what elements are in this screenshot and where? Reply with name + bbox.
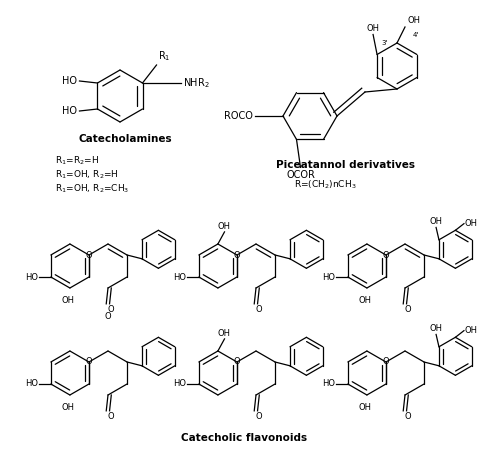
Text: OH: OH <box>61 403 74 412</box>
Text: HO: HO <box>62 76 77 86</box>
Text: O: O <box>404 305 410 314</box>
Text: OH: OH <box>358 403 370 412</box>
Text: O: O <box>107 305 114 314</box>
Text: OH: OH <box>61 296 74 305</box>
Text: O: O <box>233 250 240 260</box>
Text: O: O <box>107 412 114 421</box>
Text: O: O <box>85 250 92 260</box>
Text: O: O <box>255 305 262 314</box>
Text: O: O <box>233 357 240 366</box>
Text: O: O <box>255 412 262 421</box>
Text: HO: HO <box>321 379 334 389</box>
Text: OH: OH <box>464 326 477 335</box>
Text: HO: HO <box>321 272 334 282</box>
Text: OH: OH <box>429 218 442 226</box>
Text: O: O <box>382 250 388 260</box>
Text: O: O <box>404 412 410 421</box>
Text: R=(CH$_2$)nCH$_3$: R=(CH$_2$)nCH$_3$ <box>293 178 356 190</box>
Text: OH: OH <box>464 219 477 228</box>
Text: Catecholamines: Catecholamines <box>78 134 171 144</box>
Text: Catecholic flavonoids: Catecholic flavonoids <box>181 433 306 443</box>
Text: R$_1$=R$_2$=H: R$_1$=R$_2$=H <box>55 154 99 166</box>
Text: R$_1$: R$_1$ <box>157 49 170 63</box>
Text: HO: HO <box>62 106 77 116</box>
Text: Piceatannol derivatives: Piceatannol derivatives <box>275 160 414 170</box>
Text: 4': 4' <box>412 32 418 38</box>
Text: OH: OH <box>358 296 370 305</box>
Text: OCOR: OCOR <box>285 171 314 180</box>
Text: O: O <box>382 357 388 366</box>
Text: OH: OH <box>406 16 419 25</box>
Text: HO: HO <box>25 379 38 389</box>
Text: OH: OH <box>218 329 230 338</box>
Text: OH: OH <box>429 325 442 333</box>
Text: R$_1$=OH, R$_2$=H: R$_1$=OH, R$_2$=H <box>55 168 119 181</box>
Text: HO: HO <box>172 272 185 282</box>
Text: HO: HO <box>25 272 38 282</box>
Text: O: O <box>105 312 111 321</box>
Text: OH: OH <box>366 24 379 32</box>
Text: OH: OH <box>218 222 230 231</box>
Text: ROCO: ROCO <box>224 111 252 121</box>
Text: NHR$_2$: NHR$_2$ <box>182 76 209 90</box>
Text: R$_1$=OH, R$_2$=CH$_3$: R$_1$=OH, R$_2$=CH$_3$ <box>55 182 129 195</box>
Text: O: O <box>85 357 92 366</box>
Text: 3': 3' <box>380 40 386 46</box>
Text: HO: HO <box>172 379 185 389</box>
